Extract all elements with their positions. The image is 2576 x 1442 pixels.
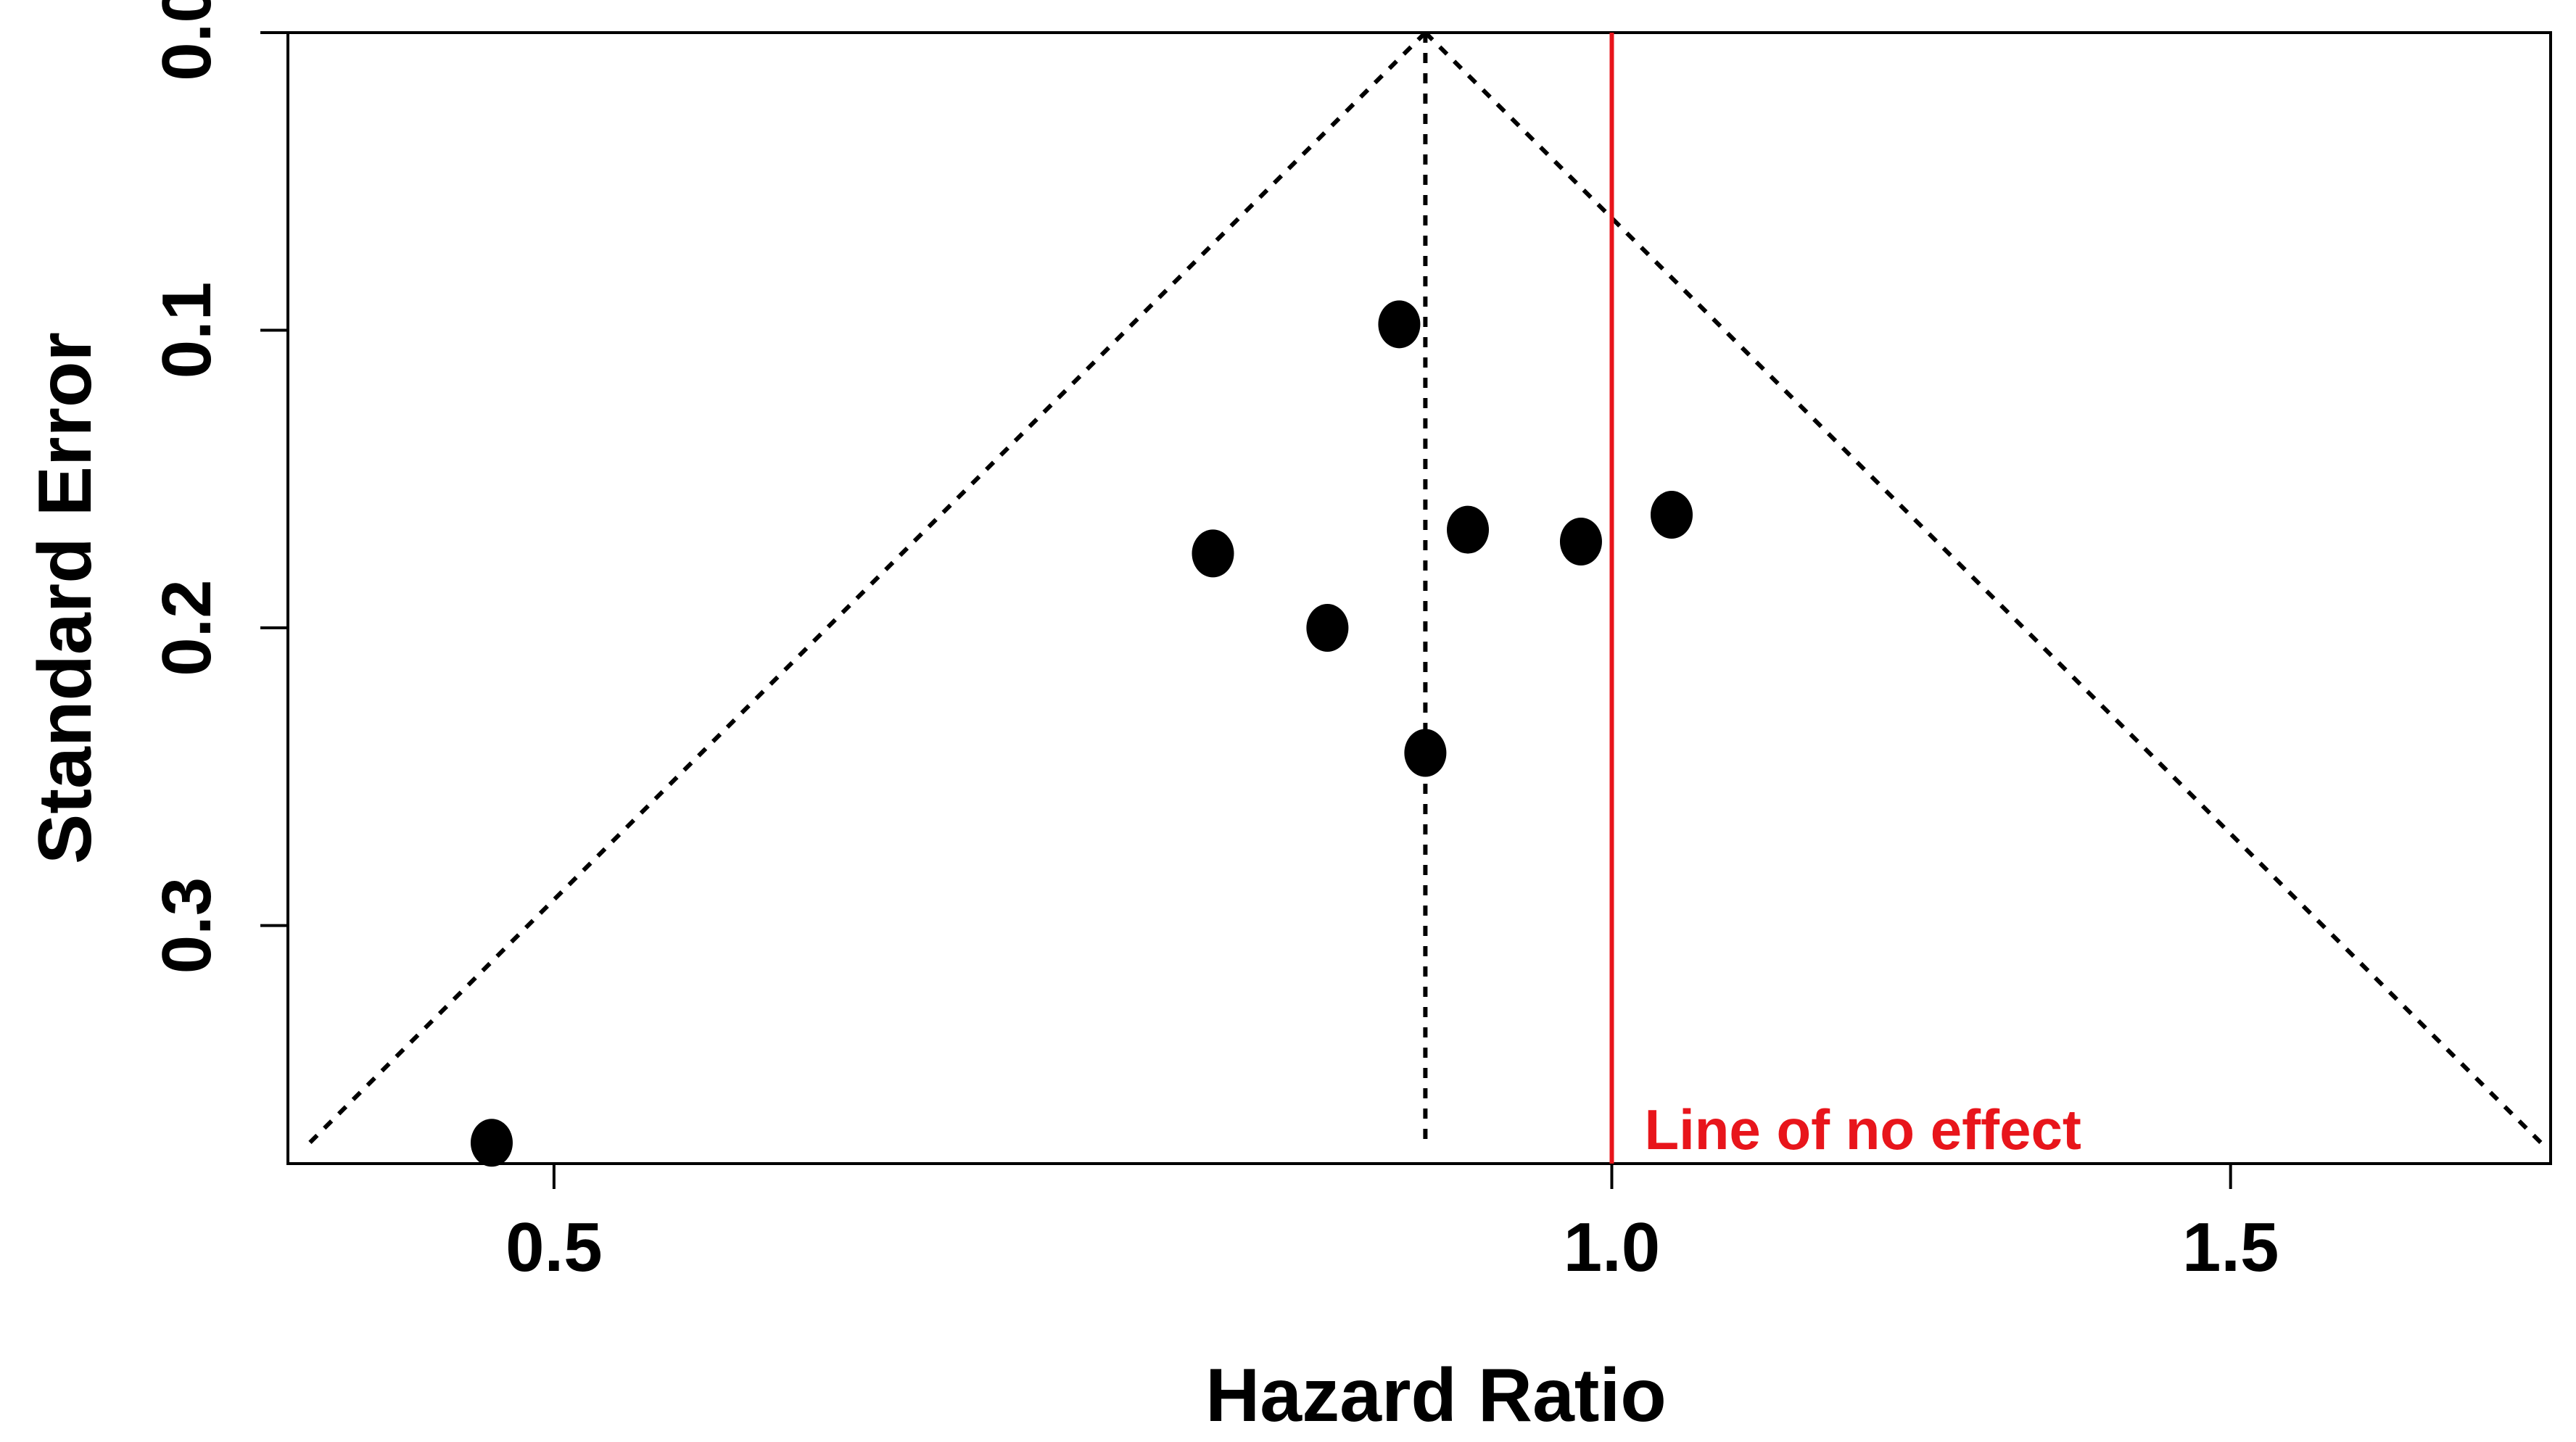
x-axis-title: Hazard Ratio: [1205, 1354, 1667, 1438]
funnel-lines: [307, 30, 2543, 1145]
study-point: [1559, 518, 1602, 565]
x-tick-label: 1.0: [1564, 1209, 1660, 1286]
x-axis: 0.5 1.0 1.5: [505, 1164, 2279, 1286]
x-tick-label: 1.5: [2182, 1209, 2279, 1286]
y-tick-label: 0.1: [148, 282, 226, 378]
funnel-left-boundary: [307, 30, 1427, 1145]
y-axis: 0.0 0.1 0.2 0.3: [148, 0, 288, 974]
y-tick-label: 0.3: [148, 877, 226, 974]
x-tick-label: 0.5: [505, 1209, 602, 1286]
study-point: [1306, 604, 1349, 652]
plot-frame: [286, 31, 2552, 1165]
reference-line-label: Line of no effect: [1644, 1098, 2081, 1161]
reference-line-group: Line of no effect: [1609, 33, 2081, 1164]
study-point: [1404, 729, 1447, 777]
study-point: [470, 1119, 513, 1167]
study-point: [1447, 505, 1490, 554]
study-points: [470, 300, 1693, 1167]
study-point: [1378, 300, 1421, 349]
y-tick-label: 0.2: [148, 579, 226, 676]
study-point: [1192, 529, 1234, 578]
y-axis-title: Standard Error: [23, 332, 107, 864]
y-tick-label: 0.0: [148, 0, 226, 81]
funnel-right-boundary: [1424, 30, 2543, 1145]
study-point: [1651, 491, 1693, 539]
